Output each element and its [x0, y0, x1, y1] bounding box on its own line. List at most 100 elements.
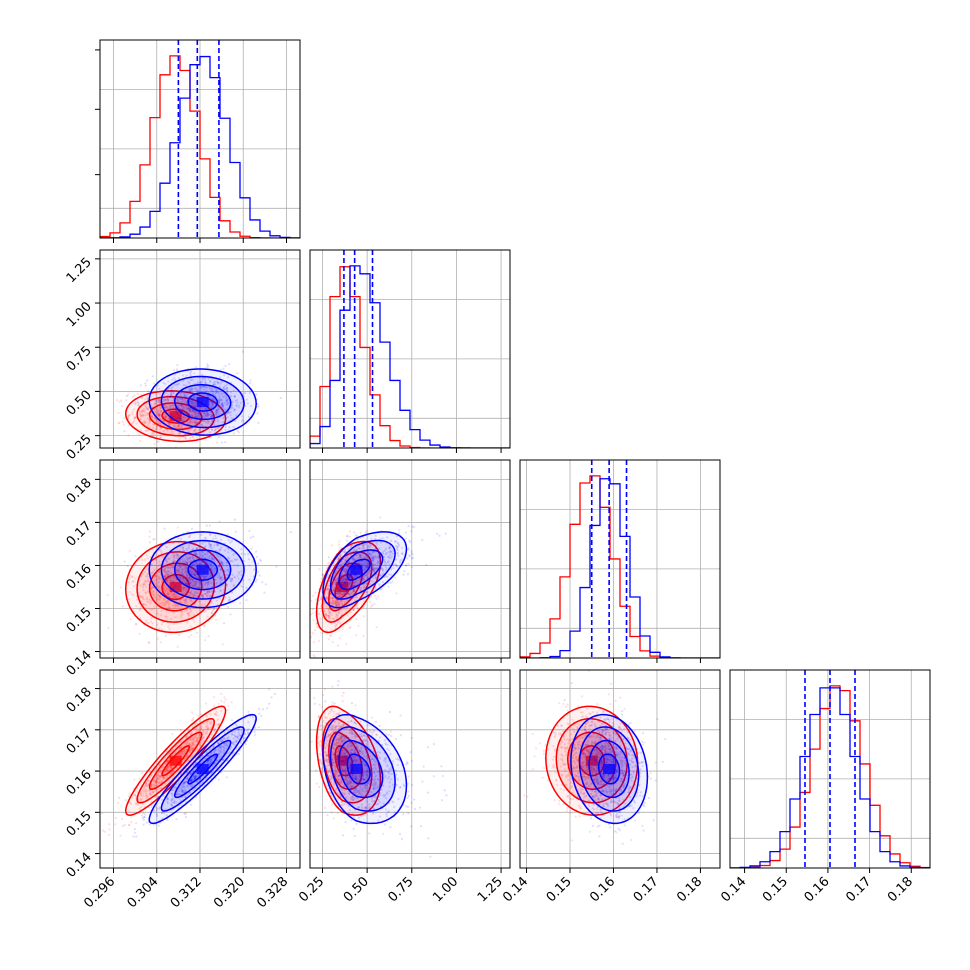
scatter-point — [159, 410, 163, 413]
scatter-point — [189, 400, 192, 403]
scatter-point — [187, 407, 190, 410]
scatter-point — [194, 405, 197, 408]
scatter-point — [194, 580, 197, 584]
scatter-point — [257, 570, 260, 573]
scatter-point — [235, 404, 238, 408]
scatter-point — [191, 547, 195, 550]
scatter-point — [143, 558, 146, 561]
scatter-point — [156, 412, 159, 415]
scatter-point — [223, 420, 226, 423]
scatter-point — [193, 403, 197, 406]
scatter-point — [412, 556, 415, 559]
scatter-point — [224, 441, 227, 444]
scatter-point — [187, 407, 191, 410]
scatter-point — [157, 413, 161, 417]
scatter-point — [185, 602, 188, 605]
scatter-point — [116, 399, 119, 402]
scatter-point — [185, 417, 188, 420]
scatter-point — [180, 397, 184, 400]
scatter-point — [212, 383, 215, 386]
scatter-point — [191, 398, 194, 401]
scatter-point — [159, 602, 162, 605]
scatter-point — [188, 409, 191, 412]
scatter-point — [189, 576, 192, 580]
scatter-point — [137, 392, 140, 396]
scatter-point — [154, 399, 158, 402]
scatter-point — [165, 579, 168, 583]
scatter-point — [171, 399, 174, 402]
scatter-point — [177, 395, 180, 398]
scatter-point — [185, 393, 189, 396]
scatter-point — [211, 414, 214, 418]
scatter-point — [193, 415, 196, 418]
scatter-point — [182, 588, 185, 591]
scatter-point — [224, 428, 227, 431]
scatter-point — [225, 390, 229, 393]
scatter-point — [198, 599, 201, 602]
scatter-point — [402, 573, 405, 576]
scatter-point — [144, 585, 148, 589]
scatter-point — [225, 399, 228, 402]
scatter-point — [184, 396, 188, 399]
scatter-point — [150, 428, 154, 431]
scatter-point — [225, 399, 228, 402]
scatter-point — [181, 586, 184, 590]
scatter-point — [147, 641, 150, 644]
scatter-point — [148, 419, 151, 422]
scatter-point — [150, 415, 153, 418]
scatter-point — [234, 419, 237, 423]
scatter-point — [203, 413, 206, 416]
scatter-point — [145, 603, 148, 606]
scatter-point — [163, 570, 166, 573]
scatter-point — [311, 608, 314, 611]
scatter-point — [211, 414, 215, 417]
scatter-point — [159, 393, 162, 396]
scatter-point — [319, 631, 323, 634]
scatter-point — [331, 641, 334, 644]
scatter-point — [185, 407, 188, 410]
scatter-point — [206, 412, 209, 415]
scatter-point — [158, 598, 161, 601]
scatter-point — [279, 396, 282, 400]
scatter-point — [227, 401, 230, 404]
scatter-point — [186, 412, 189, 416]
scatter-point — [204, 421, 207, 424]
scatter-point — [154, 574, 157, 578]
scatter-point — [168, 602, 171, 605]
scatter-point — [185, 411, 188, 414]
scatter-point — [120, 399, 123, 402]
scatter-point — [144, 575, 148, 578]
scatter-point — [221, 420, 225, 424]
scatter-point — [176, 548, 179, 551]
scatter-point — [143, 603, 146, 606]
scatter-point — [222, 417, 225, 420]
scatter-point — [214, 618, 218, 621]
scatter-point — [377, 595, 380, 598]
scatter-point — [185, 574, 188, 577]
scatter-point — [199, 413, 202, 417]
scatter-point — [179, 601, 183, 604]
scatter-point — [221, 402, 224, 405]
scatter-point — [177, 426, 181, 429]
scatter-point — [127, 414, 130, 417]
scatter-point — [189, 410, 192, 413]
scatter-point — [219, 376, 222, 379]
scatter-point — [190, 413, 194, 417]
scatter-point — [166, 581, 169, 584]
scatter-point — [162, 397, 165, 401]
scatter-point — [217, 426, 220, 430]
scatter-point — [226, 398, 230, 401]
scatter-point — [172, 559, 176, 562]
scatter-point — [191, 595, 194, 598]
scatter-point — [226, 389, 229, 392]
scatter-point — [201, 411, 204, 415]
scatter-point — [183, 419, 186, 422]
scatter-point — [173, 430, 176, 433]
scatter-point — [194, 574, 197, 577]
scatter-point — [190, 402, 193, 405]
scatter-point — [182, 588, 186, 591]
scatter-point — [114, 823, 117, 826]
scatter-point — [191, 579, 195, 582]
scatter-point — [108, 823, 111, 826]
scatter-point — [117, 422, 120, 425]
